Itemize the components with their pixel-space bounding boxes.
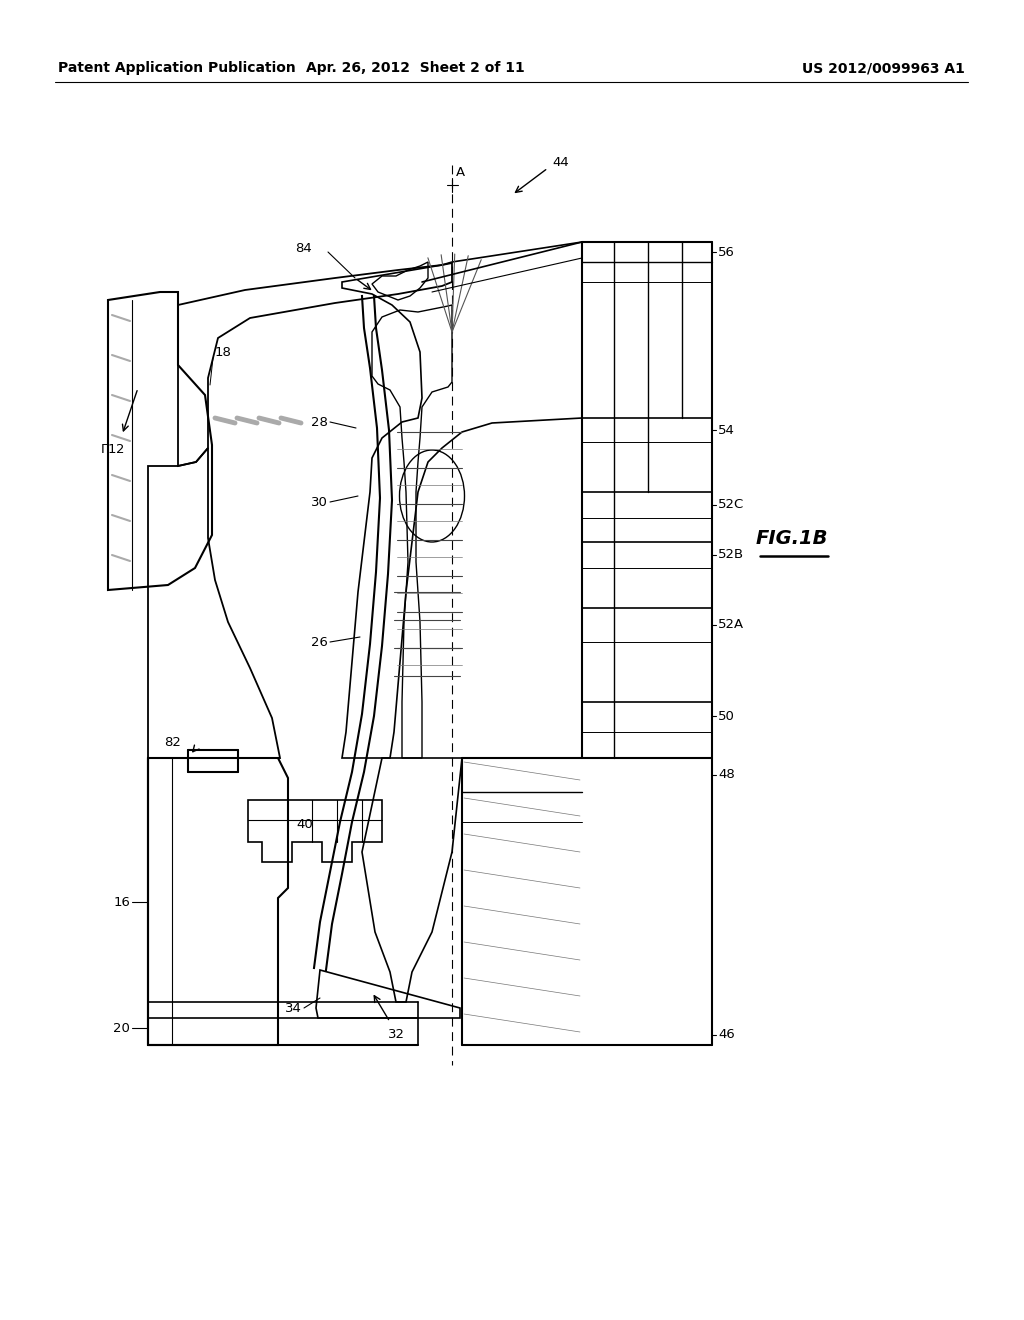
Text: Patent Application Publication: Patent Application Publication [58,61,296,75]
Text: 52A: 52A [718,619,744,631]
Text: 54: 54 [718,424,735,437]
Text: 40: 40 [297,817,313,830]
Text: 48: 48 [718,768,735,781]
Text: Apr. 26, 2012  Sheet 2 of 11: Apr. 26, 2012 Sheet 2 of 11 [305,61,524,75]
Text: US 2012/0099963 A1: US 2012/0099963 A1 [802,61,965,75]
Text: A: A [456,165,465,178]
Text: 52C: 52C [718,499,744,511]
Text: 82: 82 [164,735,181,748]
Text: 34: 34 [285,1002,302,1015]
Text: 56: 56 [718,246,735,259]
Text: 32: 32 [388,1028,406,1041]
Text: 46: 46 [718,1028,735,1041]
Text: 26: 26 [311,635,328,648]
Text: 84: 84 [295,242,312,255]
Text: 18: 18 [215,346,231,359]
Text: 28: 28 [311,416,328,429]
Text: 30: 30 [311,495,328,508]
Text: FIG.1B: FIG.1B [756,528,828,548]
Text: 16: 16 [113,895,130,908]
Text: 20: 20 [113,1022,130,1035]
Text: $\Gamma$12: $\Gamma$12 [100,444,125,455]
Text: 50: 50 [718,710,735,722]
Text: 44: 44 [552,156,568,169]
Text: 52B: 52B [718,549,744,561]
